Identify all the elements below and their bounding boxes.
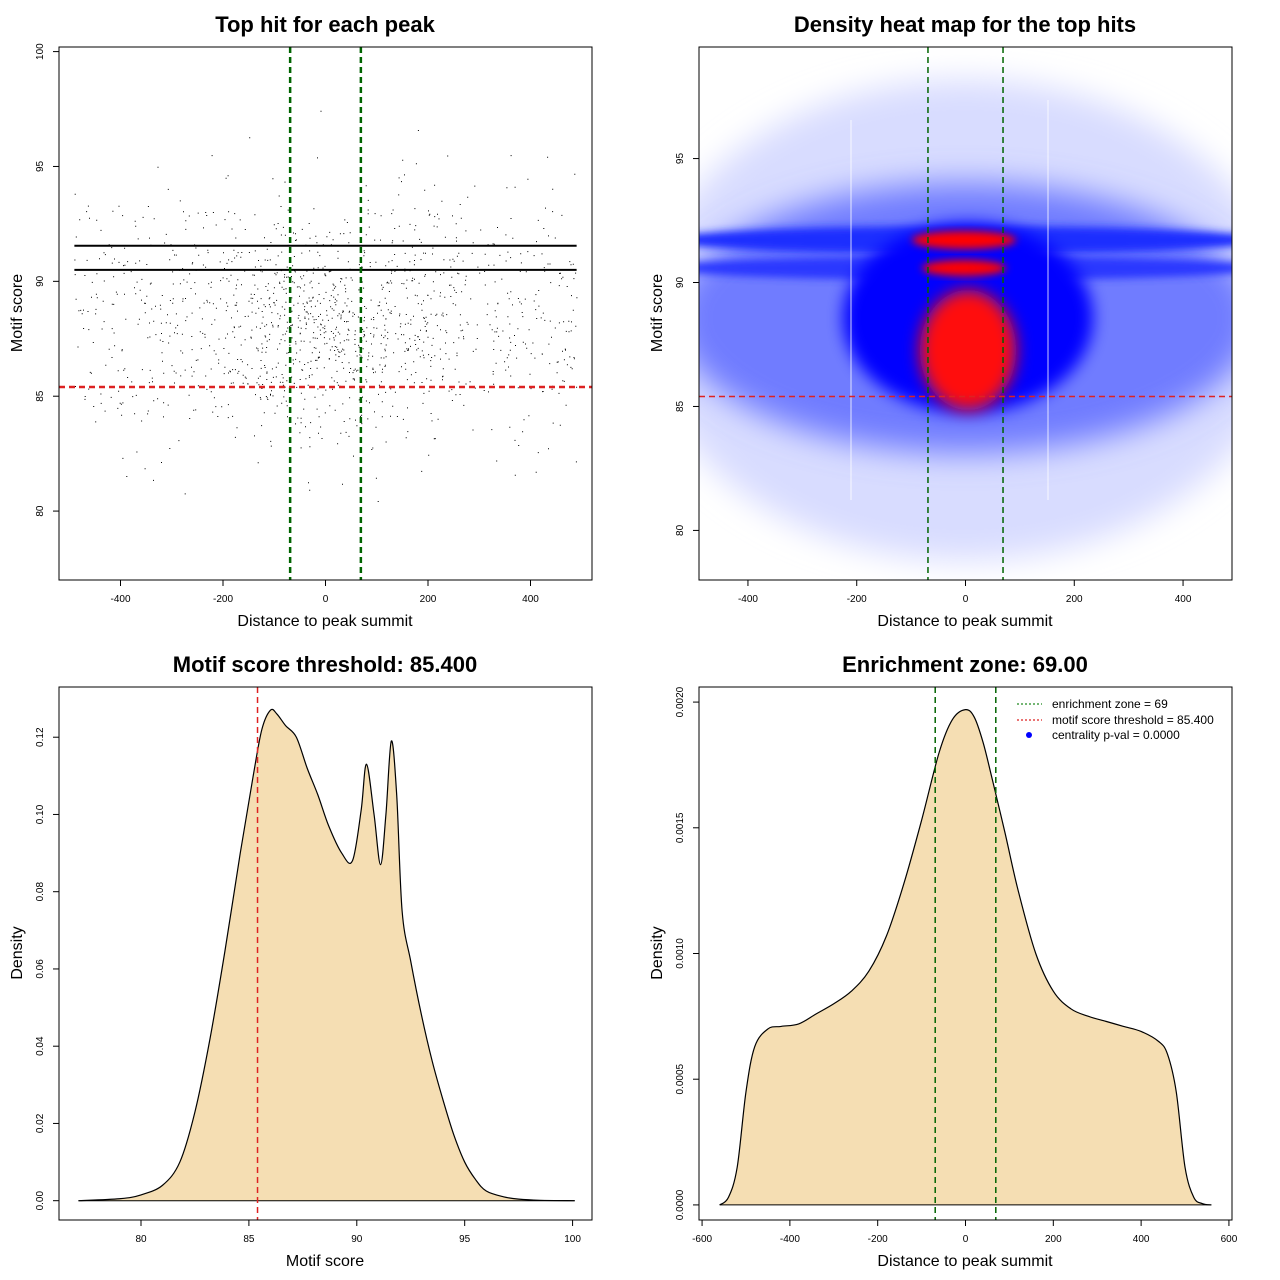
heatmap-x-axis-label: Distance to peak summit — [877, 613, 1053, 630]
distance-density-area — [719, 709, 1212, 1205]
heatmap-x-tick-label: -200 — [847, 594, 867, 605]
heatmap-red-hotspot-band2 — [922, 260, 1006, 276]
distance-density-panel: -600 -400 -200 0 200 400 600 0.0000 0.0005 0.0010… — [649, 652, 1238, 1270]
scatter-y-tick-label: 80 — [35, 505, 46, 517]
distance-density-y-tick-label: 0.0010 — [675, 938, 686, 969]
heatmap-y-tick-label: 95 — [675, 153, 686, 165]
score-density-y-tick-label: 0.04 — [35, 1036, 46, 1056]
heatmap-y-tick-label: 80 — [675, 524, 686, 536]
score-density-x-tick-label: 85 — [243, 1234, 255, 1245]
score-density-area — [78, 709, 575, 1201]
score-density-title: Motif score threshold: 85.400 — [173, 652, 477, 677]
distance-density-x-axis-label: Distance to peak summit — [877, 1253, 1053, 1270]
scatter-panel: -400 -200 0 200 400 80 85 90 95 100 Top hit for e… — [9, 12, 593, 630]
score-density-y-tick-label: 0.06 — [35, 959, 46, 979]
score-density-x-tick-label: 90 — [351, 1234, 363, 1245]
distance-density-x-tick-label: 200 — [1045, 1234, 1062, 1245]
score-density-y-tick-label: 0.00 — [35, 1191, 46, 1211]
score-density-y-tick-label: 0.10 — [35, 804, 46, 824]
heatmap-x-tick-label: -400 — [738, 594, 758, 605]
legend-enrichment-zone-label: enrichment zone = 69 — [1052, 697, 1168, 711]
scatter-x-tick-label: 0 — [323, 594, 329, 605]
heatmap-x-tick-label: 0 — [963, 594, 969, 605]
distance-density-y-tick-label: 0.0005 — [675, 1063, 686, 1094]
score-density-x-tick-label: 80 — [135, 1234, 147, 1245]
heatmap-y-tick-label: 90 — [675, 277, 686, 289]
heatmap-y-tick-label: 85 — [675, 400, 686, 412]
legend: enrichment zone = 69 motif score thresho… — [1017, 697, 1214, 742]
distance-density-x-tick-label: 0 — [963, 1234, 969, 1245]
scatter-x-tick-label: -400 — [110, 594, 130, 605]
score-density-x-tick-label: 100 — [564, 1234, 581, 1245]
heatmap-x-tick-label: 400 — [1175, 594, 1192, 605]
scatter-axes: -400 -200 0 200 400 80 85 90 95 100 — [35, 43, 539, 605]
heatmap-image — [699, 47, 1232, 580]
distance-density-x-tick-label: 400 — [1133, 1234, 1150, 1245]
legend-pval-label: centrality p-val = 0.0000 — [1052, 728, 1180, 742]
heatmap-x-tick-label: 200 — [1066, 594, 1083, 605]
score-density-y-tick-label: 0.12 — [35, 727, 46, 747]
distance-density-title: Enrichment zone: 69.00 — [842, 652, 1088, 677]
scatter-y-tick-label: 100 — [35, 43, 46, 60]
score-density-curve — [78, 708, 575, 1202]
legend-pval-swatch — [1026, 732, 1032, 738]
scatter-overlays — [59, 47, 592, 580]
scatter-y-tick-label: 95 — [35, 160, 46, 172]
distance-density-y-tick-label: 0.0015 — [675, 812, 686, 843]
distance-density-x-tick-label: -400 — [780, 1234, 800, 1245]
score-density-y-axis-label: Density — [9, 926, 26, 979]
distance-density-y-axis-label: Density — [649, 926, 666, 979]
scatter-y-axis-label: Motif score — [9, 274, 26, 352]
scatter-points — [74, 110, 578, 502]
score-density-plot-frame — [58, 686, 593, 1221]
score-density-panel: 80 85 90 95 1000.000.020.040.060.080.100.12 … — [9, 652, 593, 1270]
score-density-x-axis-label: Motif score — [286, 1253, 364, 1270]
score-density-y-tick-label: 0.02 — [35, 1113, 46, 1133]
scatter-title: Top hit for each peak — [215, 12, 435, 37]
heatmap-red-hotspot-main — [920, 290, 1016, 410]
distance-density-y-tick-label: 0.0020 — [675, 686, 686, 717]
distance-density-x-tick-label: -600 — [692, 1234, 712, 1245]
distance-density-x-tick-label: -200 — [868, 1234, 888, 1245]
heatmap-panel: -400 -200 0 200 400 80 85 90 95 Density heat map… — [649, 12, 1233, 630]
scatter-y-tick-label: 90 — [35, 275, 46, 287]
distance-density-curve — [719, 709, 1212, 1206]
distance-density-axes: -600 -400 -200 0 200 400 600 0.0000 0.0005 0.0010… — [675, 686, 1238, 1245]
distance-density-y-tick-label: 0.0000 — [675, 1189, 686, 1220]
distance-density-x-tick-label: 600 — [1221, 1234, 1238, 1245]
scatter-x-tick-label: 400 — [522, 594, 539, 605]
scatter-plot-frame — [58, 46, 593, 581]
heatmap-y-axis-label: Motif score — [649, 274, 666, 352]
scatter-x-tick-label: -200 — [213, 594, 233, 605]
score-density-axes: 80 85 90 95 100 0.00 0.02 0.04 0.06 0.08 0.10 0.12 — [35, 727, 581, 1245]
scatter-points-layer — [74, 110, 578, 502]
heatmap-axes: -400 -200 0 200 400 80 85 90 95 — [675, 153, 1192, 605]
scatter-x-tick-label: 200 — [420, 594, 437, 605]
distance-density-overlays — [934, 687, 997, 1220]
scatter-y-tick-label: 85 — [35, 390, 46, 402]
scatter-x-axis-label: Distance to peak summit — [237, 613, 413, 630]
heatmap-overlays — [699, 47, 1232, 580]
legend-threshold-label: motif score threshold = 85.400 — [1052, 713, 1214, 727]
score-density-y-tick-label: 0.08 — [35, 882, 46, 902]
score-density-x-tick-label: 95 — [459, 1234, 471, 1245]
heatmap-red-hotspot-band1 — [912, 231, 1016, 249]
heatmap-title: Density heat map for the top hits — [794, 12, 1136, 37]
